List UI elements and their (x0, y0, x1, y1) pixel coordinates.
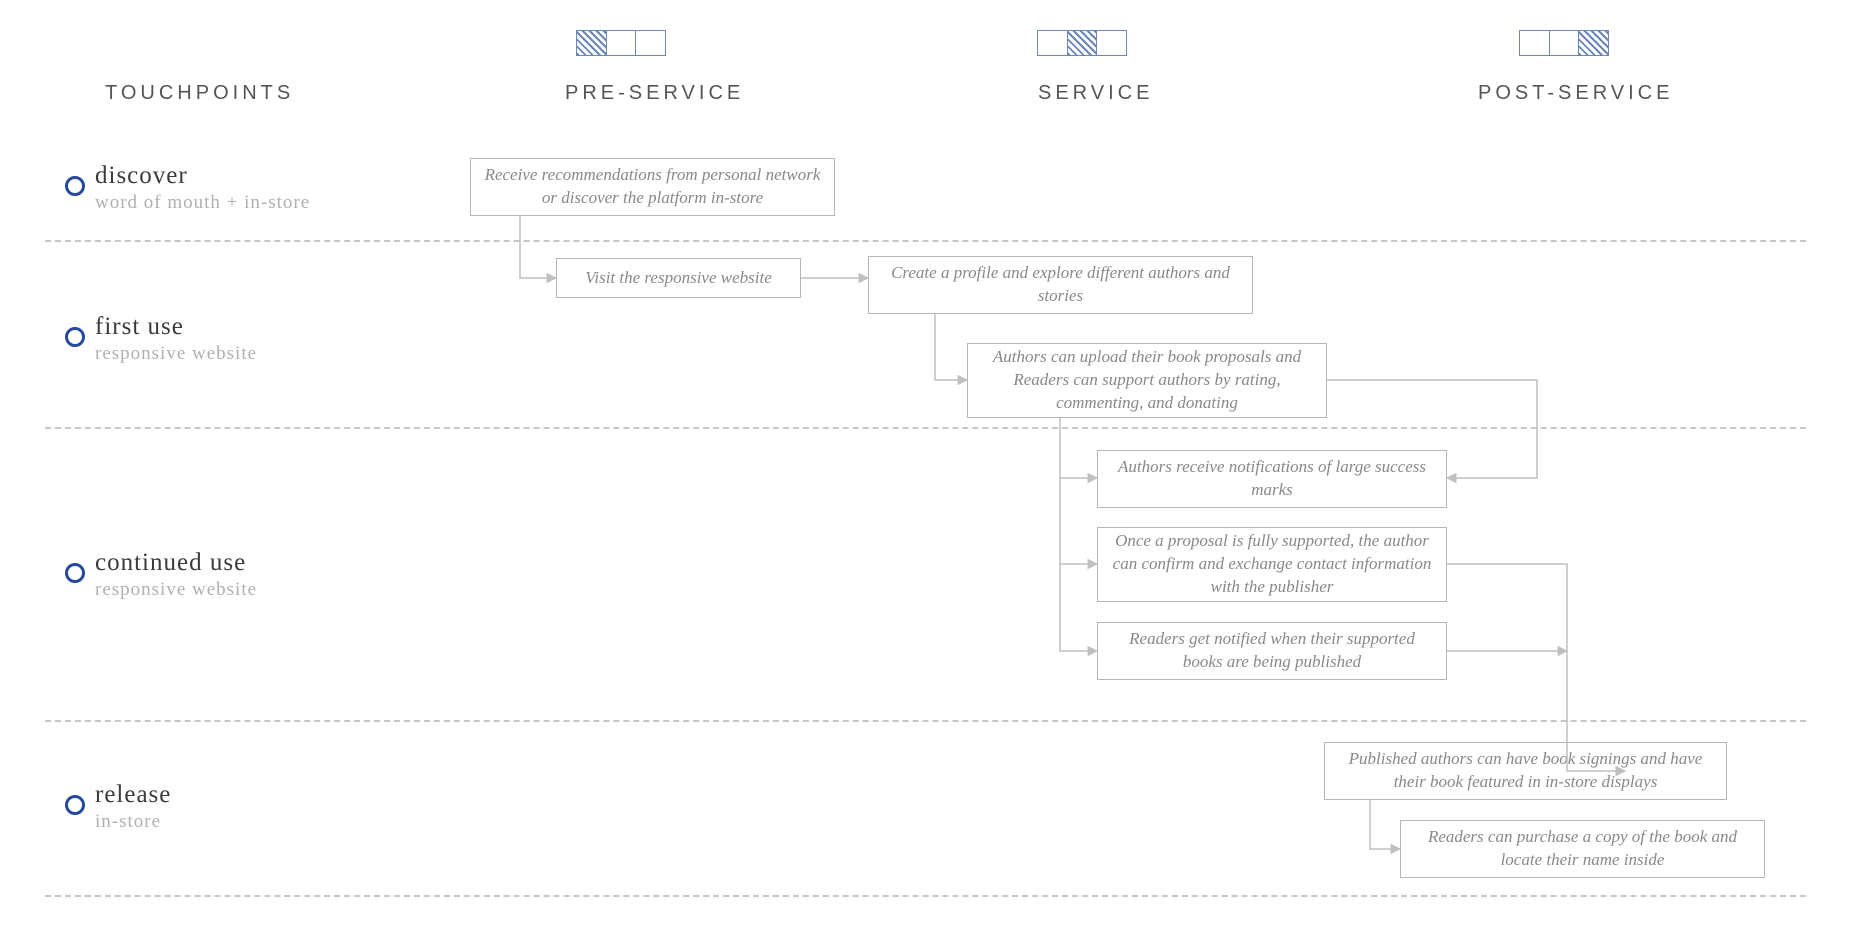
node-n9: Readers can purchase a copy of the book … (1400, 820, 1765, 878)
connector (1060, 564, 1097, 651)
node-n6: Once a proposal is fully supported, the … (1097, 527, 1447, 602)
phase-indicator-pre (576, 30, 666, 56)
node-n4: Authors can upload their book proposals … (967, 343, 1327, 418)
connector (1370, 800, 1400, 849)
column-heading-touchpoints: TOUCHPOINTS (105, 82, 294, 105)
row-divider (45, 720, 1806, 722)
phase-indicator-cell (1579, 30, 1609, 56)
row-divider (45, 240, 1806, 242)
node-n3: Create a profile and explore different a… (868, 256, 1253, 314)
phase-indicator-svc (1037, 30, 1127, 56)
phase-indicator-cell (1068, 30, 1098, 56)
connector (1060, 478, 1097, 564)
connector (935, 314, 967, 380)
row-label-discover: discoverword of mouth + in-store (95, 162, 310, 214)
row-bullet-discover (65, 176, 85, 196)
row-subtitle: responsive website (95, 579, 257, 601)
row-title: first use (95, 313, 257, 341)
phase-indicator-cell (607, 30, 637, 56)
row-title: continued use (95, 549, 257, 577)
node-n2: Visit the responsive website (556, 258, 801, 298)
row-title: discover (95, 162, 310, 190)
column-heading-post: POST-SERVICE (1478, 82, 1673, 105)
phase-indicator-cell (1037, 30, 1068, 56)
row-label-release: releasein-store (95, 781, 171, 833)
row-bullet-firstuse (65, 327, 85, 347)
node-n1: Receive recommendations from personal ne… (470, 158, 835, 216)
row-subtitle: in-store (95, 811, 171, 833)
journey-map-canvas: TOUCHPOINTS PRE-SERVICE SERVICE POST-SERVIC… (0, 0, 1851, 937)
row-bullet-continued (65, 563, 85, 583)
phase-indicator-post (1519, 30, 1609, 56)
row-label-firstuse: first useresponsive website (95, 313, 257, 365)
row-label-continued: continued useresponsive website (95, 549, 257, 601)
phase-indicator-cell (1519, 30, 1550, 56)
row-bullet-release (65, 795, 85, 815)
node-n5: Authors receive notifications of large s… (1097, 450, 1447, 508)
column-heading-pre: PRE-SERVICE (565, 82, 744, 105)
node-n7: Readers get notified when their supporte… (1097, 622, 1447, 680)
connector (1447, 564, 1625, 771)
row-subtitle: word of mouth + in-store (95, 192, 310, 214)
phase-indicator-cell (636, 30, 666, 56)
phase-indicator-cell (1550, 30, 1580, 56)
row-title: release (95, 781, 171, 809)
connector (520, 216, 556, 278)
node-n8: Published authors can have book signings… (1324, 742, 1727, 800)
column-heading-svc: SERVICE (1038, 82, 1153, 105)
phase-indicator-cell (1097, 30, 1127, 56)
row-divider (45, 895, 1806, 897)
phase-indicator-cell (576, 30, 607, 56)
row-divider (45, 427, 1806, 429)
row-subtitle: responsive website (95, 343, 257, 365)
